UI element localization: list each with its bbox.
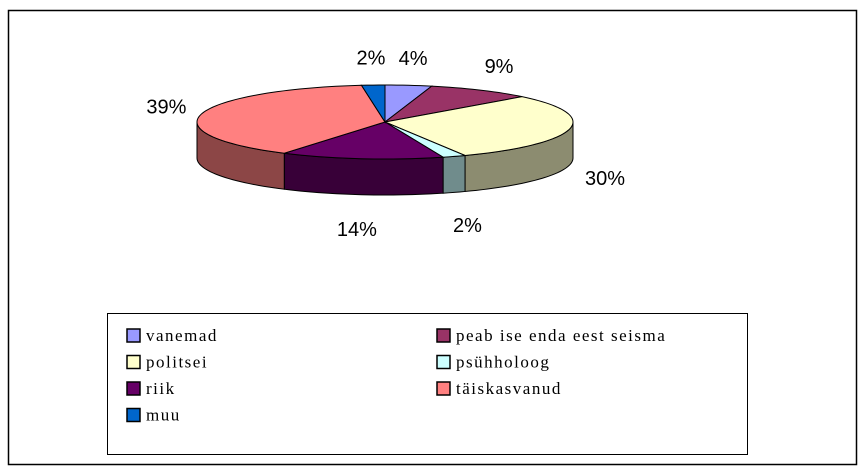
legend-label: muu — [146, 405, 181, 424]
legend-label: peab ise enda eest seisma — [456, 326, 666, 345]
legend-swatch — [436, 328, 451, 343]
legend-label: vanemad — [146, 326, 218, 345]
legend-swatch — [126, 407, 141, 423]
data-label: 39% — [146, 97, 186, 119]
legend-swatch — [436, 354, 451, 370]
legend-swatch — [126, 328, 141, 343]
legend-label: täiskasvanud — [456, 379, 562, 398]
legend-swatch — [436, 381, 451, 396]
data-label: 2% — [453, 215, 482, 237]
legend-swatch — [126, 381, 141, 396]
legend-label: riik — [146, 379, 176, 398]
data-label: 30% — [585, 168, 625, 190]
legend-box — [107, 313, 748, 455]
legend-label: psühholoog — [456, 352, 550, 371]
data-label: 2% — [356, 47, 385, 69]
pie-slice — [284, 121, 445, 160]
pie-side — [283, 152, 444, 196]
legend-label: politsei — [146, 352, 208, 371]
pie-slice — [384, 85, 523, 123]
pie-side — [442, 154, 466, 194]
pie-slice — [360, 84, 386, 124]
pie-slice — [196, 84, 386, 154]
data-label: 9% — [485, 56, 514, 78]
legend-swatch — [126, 354, 141, 370]
data-label: 4% — [399, 48, 428, 70]
pie-slice — [383, 96, 574, 156]
data-label: 14% — [337, 219, 377, 241]
